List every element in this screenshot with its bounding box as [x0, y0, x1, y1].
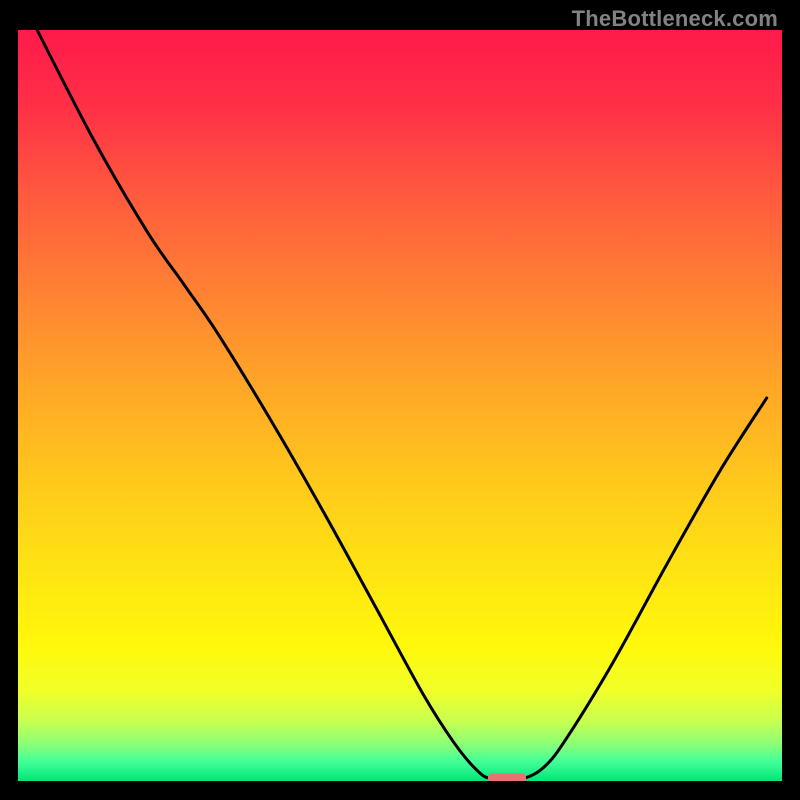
chart-frame: TheBottleneck.com	[0, 0, 800, 800]
watermark-text: TheBottleneck.com	[572, 6, 778, 32]
bottleneck-curve	[18, 30, 782, 781]
curve-path	[37, 30, 767, 780]
optimum-marker	[488, 773, 526, 781]
